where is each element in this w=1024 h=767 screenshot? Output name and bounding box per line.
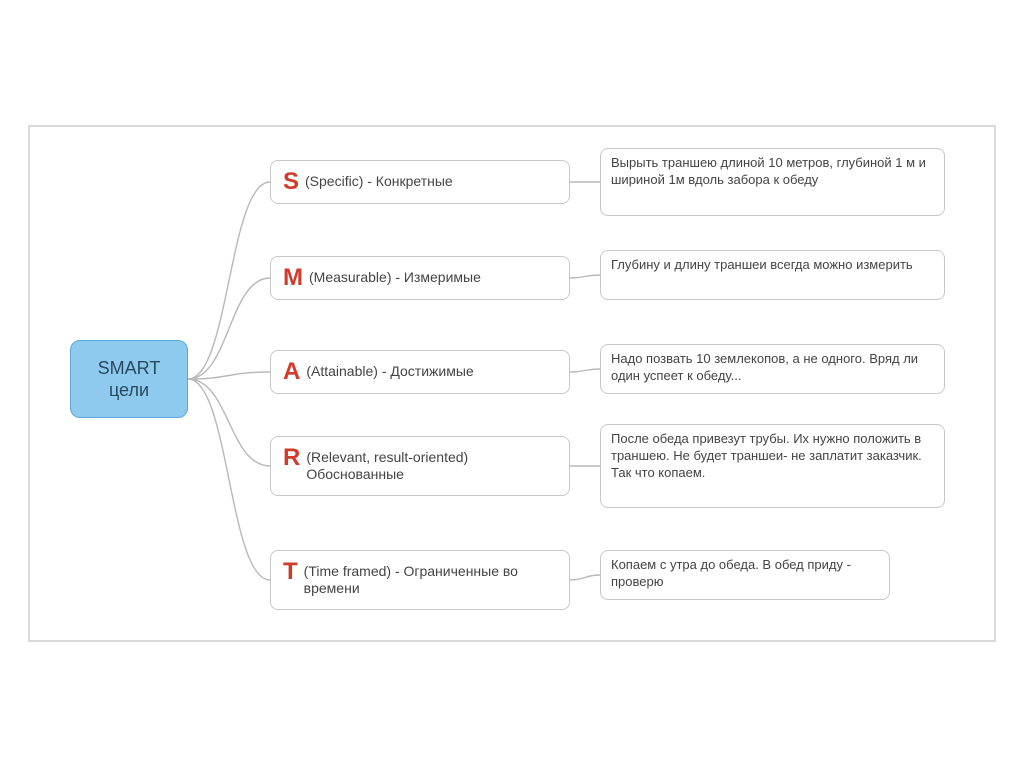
criterion-letter: S <box>283 167 299 197</box>
root-node: SMART цели <box>70 340 188 418</box>
criterion-text: (Measurable) - Измеримые <box>309 269 481 287</box>
criterion-text: (Time framed) - Ограниченные во времени <box>304 563 557 598</box>
criterion-text: (Specific) - Конкретные <box>305 173 453 191</box>
detail-node: Надо позвать 10 землекопов, а не одного.… <box>600 344 945 394</box>
detail-node: Глубину и длину траншеи всегда можно изм… <box>600 250 945 300</box>
criterion-node: M (Measurable) - Измеримые <box>270 256 570 300</box>
criterion-letter: M <box>283 263 303 293</box>
criterion-node: T(Time framed) - Ограниченные во времени <box>270 550 570 610</box>
detail-node: Копаем с утра до обеда. В обед приду - п… <box>600 550 890 600</box>
criterion-text: (Relevant, result-oriented) Обоснованные <box>306 449 557 484</box>
criterion-text: (Attainable) - Достижимые <box>306 363 473 381</box>
criterion-node: A (Attainable) - Достижимые <box>270 350 570 394</box>
criterion-letter: A <box>283 357 300 387</box>
criterion-node: S (Specific) - Конкретные <box>270 160 570 204</box>
criterion-node: R(Relevant, result-oriented) Обоснованны… <box>270 436 570 496</box>
detail-node: Вырыть траншею длиной 10 метров, глубино… <box>600 148 945 216</box>
criterion-letter: T <box>283 557 298 587</box>
detail-node: После обеда привезут трубы. Их нужно пол… <box>600 424 945 508</box>
criterion-letter: R <box>283 443 300 473</box>
root-label: SMART цели <box>98 357 161 402</box>
